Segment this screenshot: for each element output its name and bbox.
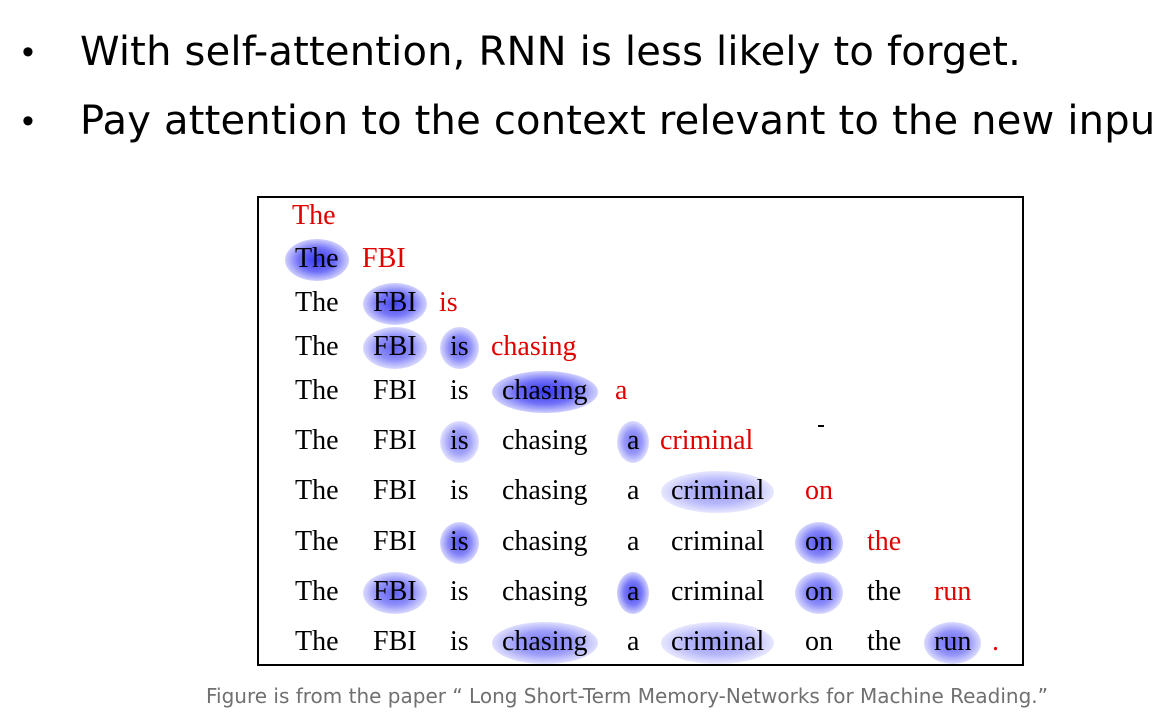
token: criminal [671, 626, 765, 657]
token: is [450, 526, 469, 557]
new-token: The [292, 200, 336, 231]
token: The [295, 243, 339, 274]
token: is [450, 626, 469, 657]
token: The [295, 425, 339, 456]
token: The [295, 626, 339, 657]
new-token: run [934, 576, 972, 607]
token: chasing [502, 375, 588, 406]
attention-highlight [363, 283, 427, 325]
token: a [627, 626, 640, 657]
token: The [295, 331, 339, 362]
figure-caption: Figure is from the paper “ Long Short-Te… [205, 684, 1049, 708]
token: FBI [373, 331, 417, 362]
token: FBI [373, 626, 417, 657]
attention-highlight [795, 572, 843, 614]
token: The [295, 526, 339, 557]
token: is [450, 375, 469, 406]
attention-highlight [617, 572, 649, 614]
new-token: a [615, 375, 628, 406]
token: a [627, 425, 640, 456]
token: chasing [502, 475, 588, 506]
attention-highlight [661, 622, 774, 664]
attention-highlight [440, 421, 479, 463]
bullet-text: With self-attention, RNN is less likely … [80, 29, 1022, 75]
token: is [450, 331, 469, 362]
token: The [295, 475, 339, 506]
token: FBI [373, 287, 417, 318]
token: the [867, 626, 902, 657]
token: run [934, 626, 972, 657]
new-token: criminal [660, 425, 754, 456]
token: FBI [373, 375, 417, 406]
token: FBI [373, 576, 417, 607]
token: a [627, 526, 640, 557]
token: The [295, 287, 339, 318]
token: a [627, 475, 640, 506]
token: chasing [502, 425, 588, 456]
token: criminal [671, 526, 765, 557]
figure-tick-mark [818, 425, 824, 427]
new-token: . [992, 626, 999, 657]
token: on [805, 626, 833, 657]
token: on [805, 526, 833, 557]
token: The [295, 375, 339, 406]
token: is [450, 576, 469, 607]
token: criminal [671, 475, 765, 506]
bullet-dot-icon: • [22, 32, 34, 71]
new-token: chasing [491, 331, 577, 362]
attention-highlight [363, 572, 427, 614]
token: chasing [502, 526, 588, 557]
token: FBI [373, 475, 417, 506]
attention-highlight [661, 471, 774, 513]
token: chasing [502, 576, 588, 607]
attention-highlight [440, 522, 479, 564]
new-token: the [867, 526, 902, 557]
bullet-text: Pay attention to the context relevant to… [80, 98, 1154, 144]
attention-highlight [924, 622, 981, 664]
attention-figure: The The FBI The FBI is The FBI is chasing The FBI is… [257, 196, 1024, 666]
attention-highlight [285, 239, 349, 281]
attention-highlight [617, 421, 649, 463]
token: a [627, 576, 640, 607]
new-token: is [439, 287, 458, 318]
token: The [295, 576, 339, 607]
new-token: FBI [362, 243, 406, 274]
attention-highlight [795, 522, 843, 564]
token: the [867, 576, 902, 607]
token: chasing [502, 626, 588, 657]
attention-highlight [363, 327, 427, 369]
token: FBI [373, 526, 417, 557]
token: on [805, 576, 833, 607]
attention-highlight [440, 327, 479, 369]
token: FBI [373, 425, 417, 456]
new-token: on [805, 475, 833, 506]
token: is [450, 475, 469, 506]
bullet-dot-icon: • [22, 101, 34, 140]
token: criminal [671, 576, 765, 607]
attention-highlight [492, 371, 598, 413]
token: is [450, 425, 469, 456]
attention-highlight [492, 622, 598, 664]
